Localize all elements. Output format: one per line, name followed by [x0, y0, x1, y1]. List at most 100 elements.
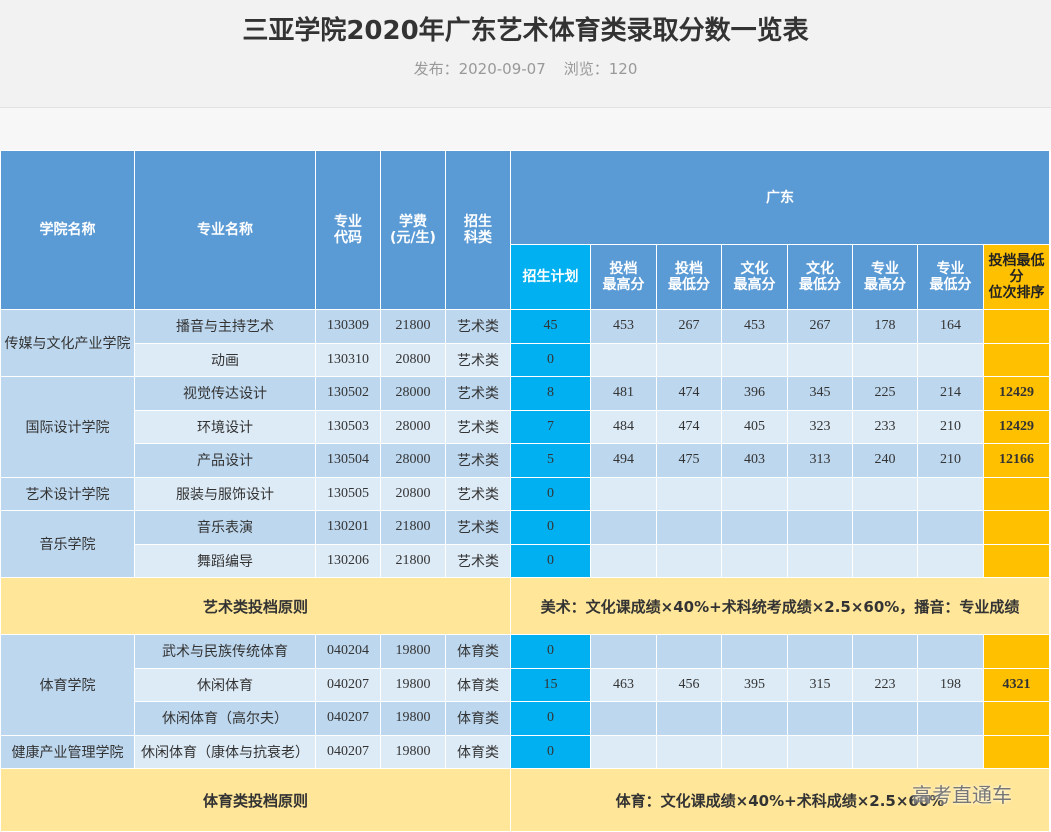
table-row: 学院名称 专业名称 专业 代码 学费 (元/生) 招生 科类 广东 — [0, 150, 1050, 310]
data-cell: 艺术类 — [445, 342, 511, 377]
data-cell: 19800 — [380, 701, 446, 736]
data-cell: 405 — [721, 409, 788, 444]
data-cell: 475 — [656, 443, 722, 478]
data-cell: 130502 — [315, 376, 381, 411]
data-cell — [590, 701, 657, 736]
college-cell: 音乐学院 — [0, 510, 135, 578]
data-cell — [590, 543, 657, 578]
table-row: 艺术类投档原则 美术：文化课成绩×40%+术科统考成绩×2.5×60%，播音：专业… — [0, 577, 1050, 635]
data-cell — [656, 476, 722, 511]
data-cell: 21800 — [380, 543, 446, 578]
data-cell — [852, 510, 918, 545]
data-cell — [721, 342, 788, 377]
data-cell: 481 — [590, 376, 657, 411]
data-cell — [787, 701, 853, 736]
data-cell — [917, 510, 984, 545]
data-cell: 8 — [510, 376, 591, 411]
data-cell: 267 — [787, 309, 853, 344]
data-cell: 艺术类 — [445, 309, 511, 344]
data-cell — [852, 543, 918, 578]
data-cell: 267 — [656, 309, 722, 344]
data-cell — [852, 701, 918, 736]
header: 三亚学院2020年广东艺术体育类录取分数一览表 发布：2020-09-07 浏览：… — [0, 0, 1051, 108]
table-row: 环境设计 130503 28000 艺术类 7 484 474 405 323 233 210 124… — [1, 409, 1050, 444]
data-cell — [983, 701, 1050, 736]
meta: 发布：2020-09-07 浏览：120 — [0, 58, 1051, 79]
principle-label: 体育类投档原则 — [0, 768, 511, 832]
subcolumn-header: 投档 最低分 — [656, 244, 722, 310]
data-cell: 音乐表演 — [134, 510, 316, 545]
data-cell: 产品设计 — [134, 443, 316, 478]
data-cell — [656, 543, 722, 578]
data-cell: 20800 — [380, 342, 446, 377]
data-cell — [656, 734, 722, 769]
data-cell — [787, 510, 853, 545]
data-cell: 体育类 — [445, 701, 511, 736]
data-cell: 0 — [510, 476, 591, 511]
data-cell: 体育类 — [445, 734, 511, 769]
data-cell: 453 — [721, 309, 788, 344]
subcolumn-header: 文化 最高分 — [721, 244, 788, 310]
data-cell — [983, 634, 1050, 669]
data-cell — [721, 510, 788, 545]
data-cell — [852, 734, 918, 769]
data-cell: 223 — [852, 667, 918, 702]
data-cell — [656, 510, 722, 545]
data-cell: 艺术类 — [445, 510, 511, 545]
data-cell — [787, 476, 853, 511]
view-count: 浏览：120 — [563, 60, 638, 78]
data-cell — [983, 309, 1050, 344]
data-cell — [917, 634, 984, 669]
data-cell — [656, 342, 722, 377]
data-cell: 456 — [656, 667, 722, 702]
data-cell: 130505 — [315, 476, 381, 511]
data-cell: 12429 — [983, 409, 1050, 444]
principle-text: 美术：文化课成绩×40%+术科统考成绩×2.5×60%，播音：专业成绩 — [510, 577, 1050, 635]
data-cell — [852, 342, 918, 377]
table-row: 体育学院 武术与民族传统体育 040204 19800 体育类 0 — [0, 634, 1050, 736]
table-row: 传媒与文化产业学院 播音与主持艺术 130309 21800 艺术类 45 453 267 45… — [0, 309, 1050, 377]
data-cell — [787, 543, 853, 578]
watermark: 高考直通车 — [912, 783, 1012, 807]
region-header: 广东 — [510, 150, 1050, 245]
table-row: 休闲体育（高尔夫） 040207 19800 体育类 0 — [1, 701, 1050, 736]
table-row: 产品设计 130504 28000 艺术类 5 494 475 403 313 240 210 121… — [1, 443, 1050, 478]
data-cell: 040207 — [315, 701, 381, 736]
spacer-band — [0, 108, 1051, 150]
data-cell — [983, 543, 1050, 578]
data-cell — [983, 342, 1050, 377]
score-table: 学院名称 专业名称 专业 代码 学费 (元/生) 招生 科类 广东 招生计划 投档 最高分 投档… — [0, 150, 1050, 832]
data-cell — [590, 734, 657, 769]
data-cell: 130309 — [315, 309, 381, 344]
table-row: 健康产业管理学院 休闲体育（康体与抗衰老） 040207 19800 体育类 0 — [0, 734, 1050, 769]
data-cell: 315 — [787, 667, 853, 702]
data-cell: 130206 — [315, 543, 381, 578]
college-cell: 国际设计学院 — [0, 376, 135, 478]
data-cell: 396 — [721, 376, 788, 411]
data-cell — [917, 476, 984, 511]
data-cell — [590, 476, 657, 511]
data-cell — [721, 734, 788, 769]
data-cell: 040207 — [315, 667, 381, 702]
data-cell: 艺术类 — [445, 476, 511, 511]
data-cell: 225 — [852, 376, 918, 411]
data-cell — [852, 476, 918, 511]
data-cell: 130503 — [315, 409, 381, 444]
data-cell: 21800 — [380, 510, 446, 545]
data-cell: 体育类 — [445, 667, 511, 702]
data-cell — [721, 701, 788, 736]
subcolumn-header: 专业 最高分 — [852, 244, 918, 310]
data-cell: 艺术类 — [445, 543, 511, 578]
data-cell: 130310 — [315, 342, 381, 377]
college-cell: 传媒与文化产业学院 — [0, 309, 135, 377]
data-cell: 395 — [721, 667, 788, 702]
data-cell: 休闲体育（高尔夫） — [134, 701, 316, 736]
data-cell: 视觉传达设计 — [134, 376, 316, 411]
data-cell: 040207 — [315, 734, 381, 769]
data-cell — [656, 701, 722, 736]
data-cell: 484 — [590, 409, 657, 444]
data-cell: 323 — [787, 409, 853, 444]
college-cell: 体育学院 — [0, 634, 135, 736]
data-cell: 463 — [590, 667, 657, 702]
principle-text: 体育：文化课成绩×40%+术科成绩×2.5×60% — [510, 768, 1050, 832]
